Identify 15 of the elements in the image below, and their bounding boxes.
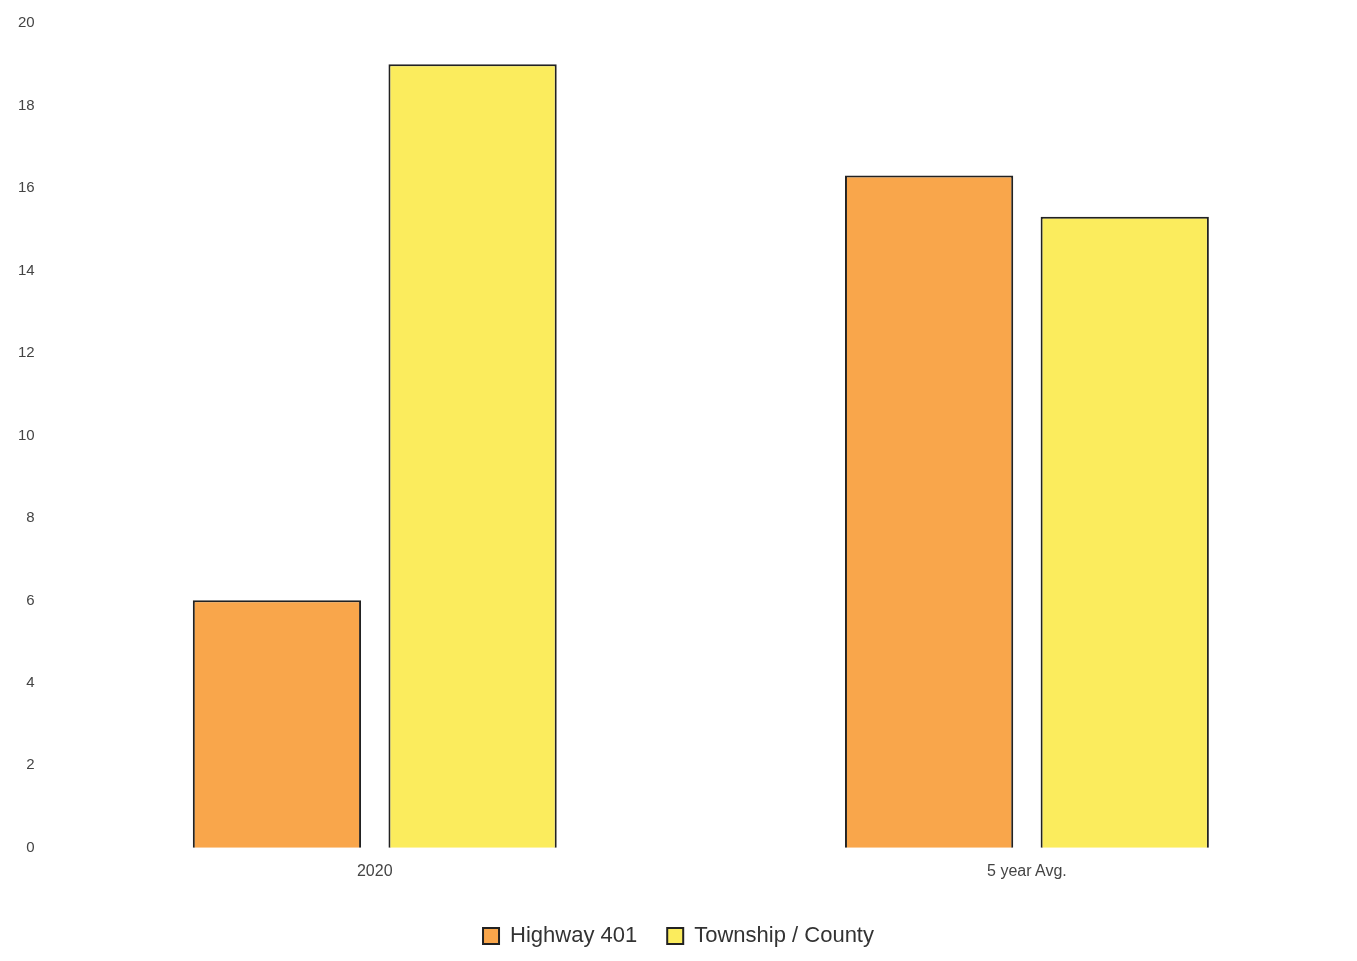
y-tick-label: 18	[18, 95, 35, 113]
legend-label: Township / County	[694, 922, 874, 948]
y-tick-label: 16	[18, 178, 35, 196]
y-tick-label: 20	[18, 13, 35, 31]
y-tick-label: 6	[26, 590, 35, 608]
x-tick-label: 2020	[356, 861, 393, 879]
x-tick-label: 5 year Avg.	[987, 861, 1067, 879]
y-tick-label: 8	[26, 508, 35, 526]
y-tick-label: 2	[26, 755, 35, 773]
legend-label: Highway 401	[510, 922, 638, 948]
y-tick-label: 10	[18, 425, 35, 443]
y-tick-label: 14	[18, 260, 35, 278]
y-tick-label: 0	[26, 837, 35, 855]
y-tick-label: 12	[18, 343, 35, 361]
y-tick-label: 4	[26, 672, 35, 690]
